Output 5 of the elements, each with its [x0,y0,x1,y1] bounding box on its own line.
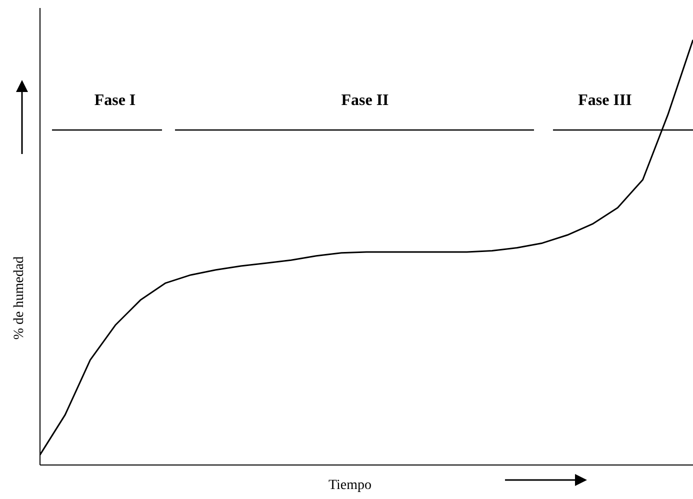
annotation: Fase II [340,92,390,110]
annotation: Fase I [93,92,137,110]
annotation: Fase III [577,92,633,110]
y-axis-title: % de humedad [12,255,28,342]
x-axis-title: Tiempo [327,478,373,494]
